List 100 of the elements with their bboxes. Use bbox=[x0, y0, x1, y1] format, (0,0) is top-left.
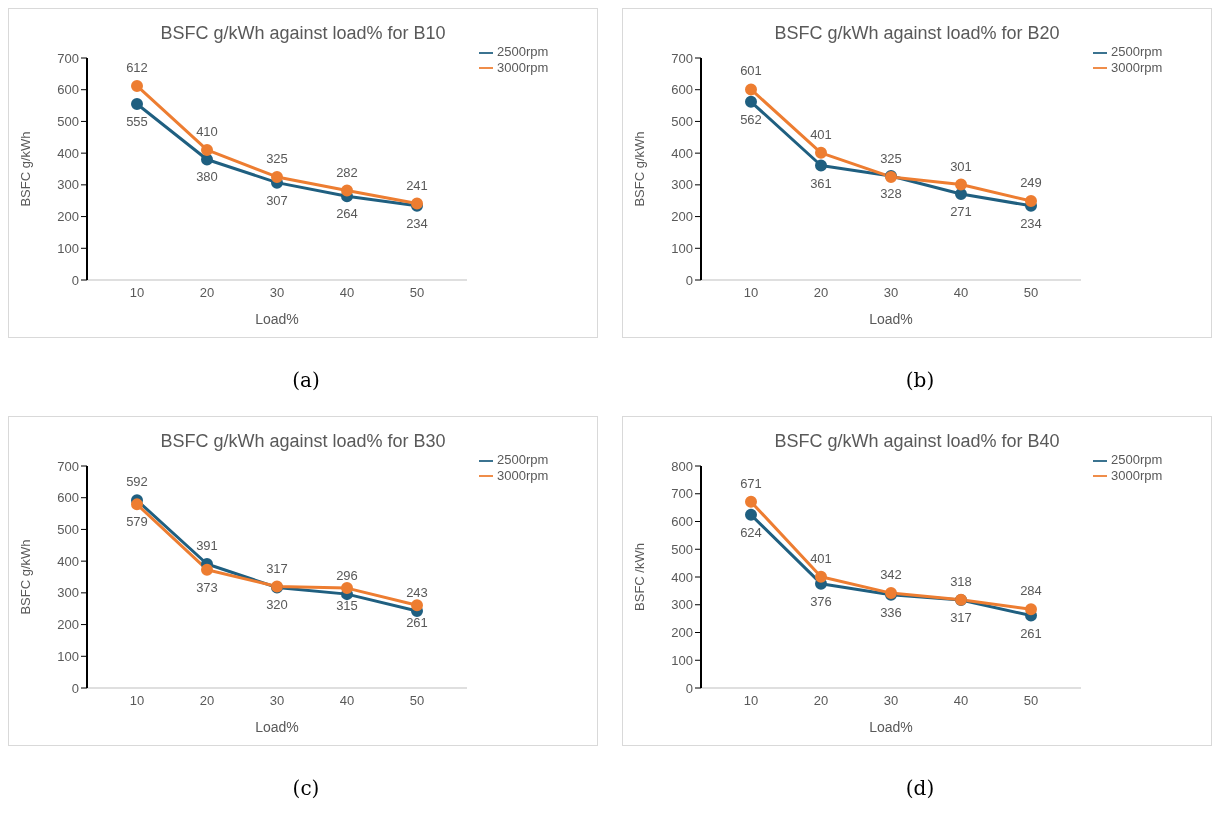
y-tick-label: 100 bbox=[671, 240, 693, 256]
legend-label: 3000rpm bbox=[1111, 59, 1163, 75]
data-label: 325 bbox=[266, 150, 288, 166]
y-axis-title: BSFC g/kWh bbox=[17, 131, 33, 207]
data-label: 592 bbox=[126, 474, 148, 490]
data-label: 284 bbox=[1020, 583, 1042, 599]
legend-label: 2500rpm bbox=[1111, 452, 1163, 467]
legend-label: 3000rpm bbox=[497, 467, 549, 483]
legend-label: 2500rpm bbox=[497, 452, 549, 467]
data-label: 579 bbox=[126, 514, 148, 530]
legend-label: 3000rpm bbox=[497, 59, 549, 75]
y-tick-label: 100 bbox=[671, 652, 693, 668]
y-tick-label: 500 bbox=[671, 541, 693, 557]
x-tick-label: 50 bbox=[1023, 285, 1039, 301]
data-label: 336 bbox=[880, 604, 902, 620]
y-tick-label: 300 bbox=[671, 177, 693, 193]
data-label: 271 bbox=[950, 204, 972, 220]
x-tick-label: 20 bbox=[813, 693, 829, 709]
y-tick-label: 700 bbox=[57, 50, 79, 66]
text: (a) bbox=[291, 368, 321, 392]
x-tick-label: 10 bbox=[743, 285, 759, 301]
y-tick-label: 200 bbox=[671, 625, 693, 641]
data-label: 264 bbox=[336, 206, 358, 222]
y-tick-label: 800 bbox=[671, 458, 693, 474]
x-tick-label: 40 bbox=[339, 693, 355, 709]
chart-title: BSFC g/kWh against load% for B10 bbox=[159, 23, 447, 44]
data-label: 243 bbox=[406, 584, 428, 600]
data-label: 315 bbox=[336, 598, 358, 614]
text: (b) bbox=[904, 368, 936, 392]
data-label: 401 bbox=[810, 126, 832, 142]
y-tick-label: 200 bbox=[57, 617, 79, 633]
data-label: 410 bbox=[196, 123, 218, 139]
data-label: 261 bbox=[1020, 625, 1042, 641]
x-axis-title: Load% bbox=[869, 311, 913, 327]
data-label: 401 bbox=[810, 550, 832, 566]
x-tick-label: 40 bbox=[953, 285, 969, 301]
y-axis-title: BSFC /kWh bbox=[631, 543, 647, 611]
y-tick-label: 400 bbox=[57, 553, 79, 569]
data-label: 612 bbox=[126, 59, 148, 75]
x-tick-label: 30 bbox=[269, 285, 285, 301]
data-label: 296 bbox=[336, 568, 358, 584]
data-label: 380 bbox=[196, 169, 218, 185]
data-label: 325 bbox=[880, 150, 902, 166]
x-tick-label: 10 bbox=[129, 693, 145, 709]
x-tick-label: 50 bbox=[409, 285, 425, 301]
data-label: 391 bbox=[196, 538, 218, 553]
y-tick-label: 0 bbox=[685, 272, 693, 288]
y-tick-label: 600 bbox=[671, 514, 693, 530]
y-tick-label: 700 bbox=[57, 458, 79, 474]
data-label: 249 bbox=[1020, 175, 1042, 191]
x-tick-label: 30 bbox=[883, 285, 899, 301]
y-tick-label: 700 bbox=[671, 486, 693, 502]
y-tick-label: 400 bbox=[671, 569, 693, 585]
x-axis-title: Load% bbox=[869, 719, 913, 735]
data-label: 328 bbox=[880, 185, 902, 201]
x-tick-label: 40 bbox=[953, 693, 969, 709]
y-tick-label: 0 bbox=[71, 272, 79, 288]
x-tick-label: 40 bbox=[339, 285, 355, 301]
data-label: 376 bbox=[810, 593, 832, 609]
y-tick-label: 0 bbox=[71, 680, 79, 696]
chart-title: BSFC g/kWh against load% for B20 bbox=[773, 23, 1061, 44]
y-tick-label: 0 bbox=[685, 680, 693, 696]
data-label: 373 bbox=[196, 579, 218, 595]
data-label: 282 bbox=[336, 164, 358, 180]
x-tick-label: 20 bbox=[813, 285, 829, 301]
data-label: 234 bbox=[406, 215, 428, 231]
legend-label: 2500rpm bbox=[1111, 44, 1163, 59]
data-label: 317 bbox=[950, 610, 972, 626]
data-label: 261 bbox=[406, 615, 428, 631]
text: (c) bbox=[291, 776, 321, 800]
data-label: 555 bbox=[126, 113, 148, 129]
y-tick-label: 700 bbox=[671, 50, 693, 66]
chart-title: BSFC g/kWh against load% for B40 bbox=[773, 431, 1061, 452]
data-label: 361 bbox=[810, 175, 832, 191]
x-axis-title: Load% bbox=[255, 719, 299, 735]
x-tick-label: 50 bbox=[409, 693, 425, 709]
y-tick-label: 500 bbox=[671, 114, 693, 130]
legend-label: 3000rpm bbox=[1111, 467, 1163, 483]
x-tick-label: 30 bbox=[269, 693, 285, 709]
y-tick-label: 400 bbox=[57, 145, 79, 161]
y-tick-label: 600 bbox=[57, 82, 79, 98]
y-tick-label: 300 bbox=[671, 597, 693, 613]
y-tick-label: 300 bbox=[57, 177, 79, 193]
y-tick-label: 100 bbox=[57, 648, 79, 664]
y-tick-label: 500 bbox=[57, 522, 79, 538]
y-tick-label: 500 bbox=[57, 114, 79, 130]
x-tick-label: 50 bbox=[1023, 693, 1039, 709]
data-label: 320 bbox=[266, 596, 288, 612]
data-label: 301 bbox=[950, 158, 972, 174]
x-tick-label: 10 bbox=[743, 693, 759, 709]
y-tick-label: 200 bbox=[57, 209, 79, 225]
data-label: 317 bbox=[266, 561, 288, 577]
y-tick-label: 400 bbox=[671, 145, 693, 161]
data-label: 624 bbox=[740, 524, 762, 540]
x-tick-label: 20 bbox=[199, 693, 215, 709]
data-label: 307 bbox=[266, 192, 288, 208]
data-label: 601 bbox=[740, 63, 762, 79]
y-tick-label: 600 bbox=[57, 490, 79, 506]
y-tick-label: 600 bbox=[671, 82, 693, 98]
y-tick-label: 100 bbox=[57, 240, 79, 256]
